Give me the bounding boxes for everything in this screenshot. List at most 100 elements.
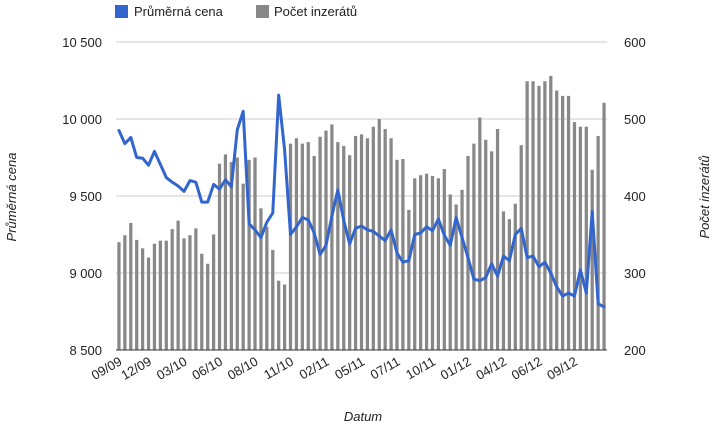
y-right-tick-label: 400 <box>624 189 646 204</box>
bar <box>448 194 452 350</box>
bar <box>265 226 269 350</box>
bar <box>129 222 133 350</box>
bar <box>182 238 186 350</box>
bar <box>353 135 358 350</box>
legend-label-listings: Počet inzerátů <box>274 4 357 19</box>
bar <box>365 138 370 350</box>
bar <box>484 139 488 350</box>
bar <box>217 163 222 350</box>
y-right-tick-label: 600 <box>624 35 646 50</box>
bar <box>419 175 423 350</box>
x-tick-label: 11/10 <box>261 354 296 383</box>
y-left-tick-label: 8 500 <box>69 343 102 358</box>
bar <box>117 242 121 350</box>
bar <box>478 117 482 351</box>
y-axis-right-title: Počet inzerátů <box>697 155 712 238</box>
bar <box>566 95 571 351</box>
bar <box>318 136 322 350</box>
bar <box>442 169 446 350</box>
y-axis-right-ticks: 200 300 400 500 600 <box>624 35 646 358</box>
bar <box>170 229 174 350</box>
bar <box>336 142 340 350</box>
bar <box>176 220 180 350</box>
bar <box>525 81 529 351</box>
bar <box>436 178 441 350</box>
bar <box>555 90 559 350</box>
x-tick-label: 09/12 <box>544 354 580 383</box>
x-tick-label: 03/10 <box>154 354 190 383</box>
bar <box>288 143 293 350</box>
line-avg-price <box>117 93 606 309</box>
x-tick-label: 05/11 <box>332 354 367 383</box>
bar <box>561 95 565 351</box>
bar <box>330 124 334 350</box>
bar <box>135 239 139 350</box>
bar <box>188 235 192 350</box>
bar <box>348 155 352 350</box>
bar <box>413 178 417 350</box>
x-tick-label: 08/10 <box>225 354 261 383</box>
y-right-tick-label: 300 <box>624 266 646 281</box>
y-right-tick-label: 200 <box>624 343 646 358</box>
bar <box>543 81 547 351</box>
y-axis-left-title: Průměrná cena <box>4 153 19 242</box>
bar <box>200 253 204 350</box>
bar <box>424 173 429 350</box>
y-left-tick-label: 9 000 <box>69 266 102 281</box>
bar <box>389 138 393 350</box>
bar <box>158 240 162 350</box>
bar <box>211 234 216 350</box>
bar <box>401 159 405 350</box>
x-axis-title: Datum <box>344 409 382 424</box>
bar <box>247 159 251 350</box>
x-tick-label: 06/10 <box>189 354 225 383</box>
bar <box>472 143 476 350</box>
bar <box>194 228 198 350</box>
bar <box>596 135 600 350</box>
bar <box>294 138 299 350</box>
bar <box>602 102 606 350</box>
bar <box>271 249 275 350</box>
bar <box>495 129 500 350</box>
y-left-tick-label: 10 000 <box>62 112 102 127</box>
bar <box>312 155 316 350</box>
bar <box>241 183 245 350</box>
bar <box>507 219 512 350</box>
legend-label-avg-price: Průměrná cena <box>134 4 224 19</box>
bar <box>229 162 233 350</box>
x-tick-label: 06/12 <box>509 354 545 383</box>
y-axis-left-ticks: 8 500 9 000 9 500 10 000 10 500 <box>62 35 102 358</box>
x-tick-label: 10/11 <box>403 354 438 383</box>
bar <box>513 203 517 350</box>
x-tick-label: 12/09 <box>118 354 154 383</box>
bar <box>306 142 310 350</box>
bar <box>572 122 577 350</box>
x-tick-label: 01/12 <box>438 354 474 383</box>
bar <box>537 85 541 350</box>
y-right-tick-label: 500 <box>624 112 646 127</box>
bar <box>359 134 364 350</box>
bar <box>549 75 553 350</box>
bar <box>146 257 151 350</box>
bar <box>590 169 594 350</box>
bar <box>531 81 535 351</box>
bar <box>519 145 523 350</box>
bar <box>223 154 228 350</box>
x-tick-label: 04/12 <box>473 354 509 383</box>
bar <box>371 126 375 350</box>
legend-swatch-avg-price <box>115 5 128 18</box>
bar <box>282 284 287 350</box>
bar <box>407 209 411 350</box>
bar <box>454 204 458 350</box>
bar <box>259 208 263 350</box>
legend: Průměrná cena Počet inzerátů <box>115 4 357 19</box>
bar <box>300 143 304 350</box>
legend-swatch-listings <box>256 5 269 18</box>
bar <box>490 151 494 350</box>
bar <box>277 280 281 350</box>
bar <box>253 157 257 350</box>
bar <box>206 263 210 350</box>
bar <box>164 240 168 350</box>
